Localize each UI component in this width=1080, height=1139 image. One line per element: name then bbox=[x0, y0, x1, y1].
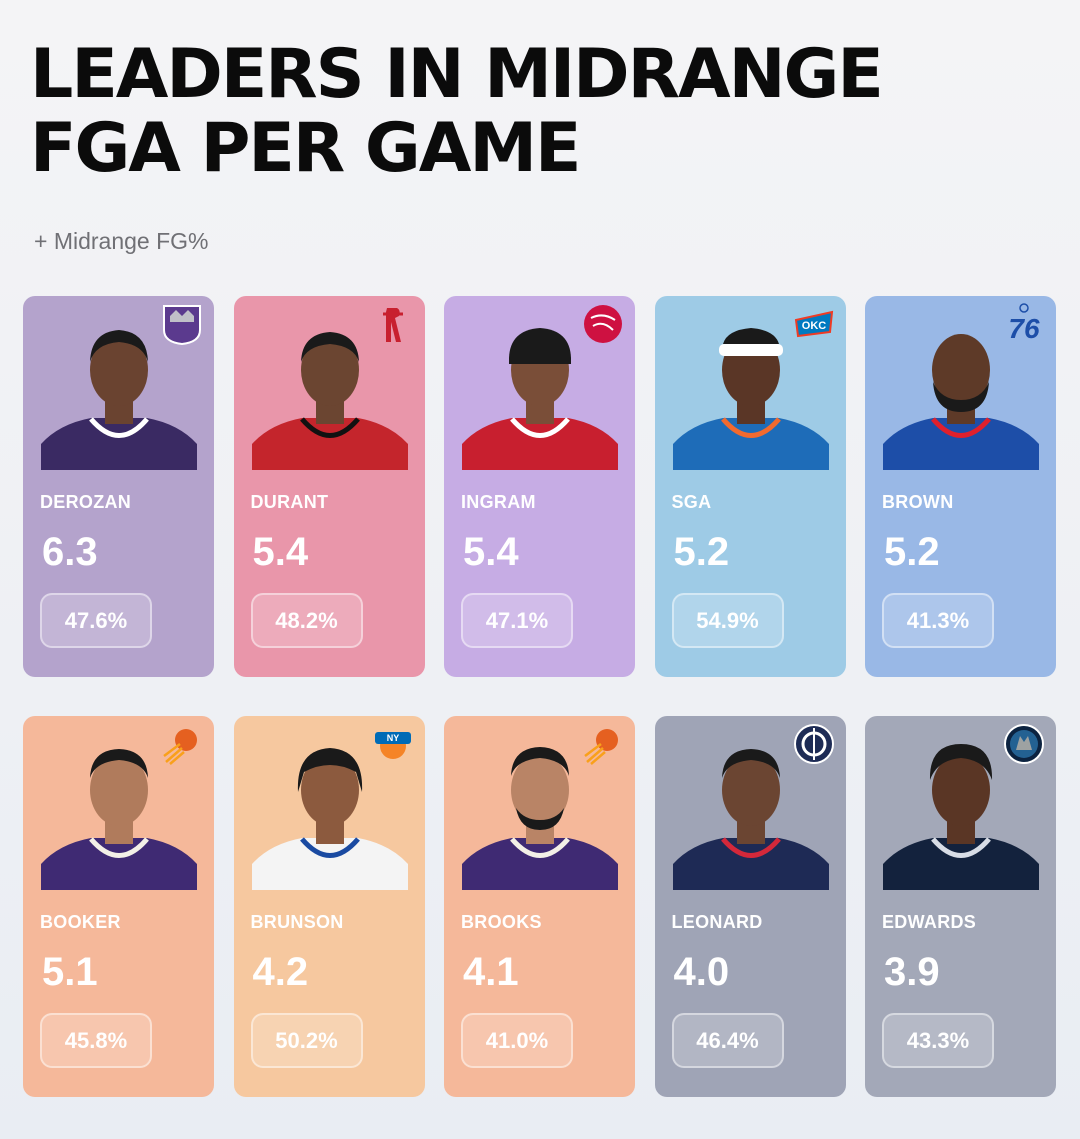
player-photo bbox=[251, 748, 408, 890]
midrange-fga-value: 6.3 bbox=[42, 530, 98, 574]
suns-logo bbox=[163, 729, 197, 765]
midrange-fga-value: 3.9 bbox=[884, 950, 940, 994]
knicks-logo: NY bbox=[374, 732, 411, 759]
page-title: LEADERS IN MIDRANGE FGA PER GAME bbox=[30, 38, 1030, 186]
player-name: LEONARD bbox=[671, 912, 763, 932]
player-card: BOOKER 5.1 45.8% bbox=[23, 716, 214, 1097]
midrange-fg-pct-badge: 47.6% bbox=[40, 593, 152, 648]
player-name: SGA bbox=[671, 492, 712, 512]
rockets-logo bbox=[382, 308, 403, 342]
midrange-fg-pct-badge: 43.3% bbox=[882, 1013, 994, 1068]
player-card: BROOKS 4.1 41.0% bbox=[444, 716, 635, 1097]
sixers-logo: 76 bbox=[1008, 303, 1040, 344]
player-name: BROWN bbox=[882, 492, 954, 512]
player-card: DEROZAN 6.3 47.6% bbox=[23, 296, 214, 677]
midrange-fg-pct-badge: 45.8% bbox=[40, 1013, 152, 1068]
player-card: INGRAM 5.4 47.1% bbox=[444, 296, 635, 677]
player-card: EDWARDS 3.9 43.3% bbox=[865, 716, 1056, 1097]
raptors-logo bbox=[584, 305, 622, 343]
midrange-fga-value: 5.1 bbox=[42, 950, 98, 994]
midrange-fga-value: 4.2 bbox=[252, 950, 309, 994]
player-name: EDWARDS bbox=[882, 912, 977, 932]
clippers-logo bbox=[793, 724, 834, 764]
player-name: BOOKER bbox=[40, 912, 121, 932]
player-name: BROOKS bbox=[461, 912, 542, 932]
midrange-fga-value: 5.4 bbox=[463, 530, 519, 574]
player-card: NY BRUNSON 4.2 50.2% bbox=[233, 716, 425, 1097]
page-subtitle: + Midrange FG% bbox=[34, 228, 209, 254]
timberwolves-logo bbox=[1004, 724, 1044, 764]
player-card: OKC SGA 5.2 54.9% bbox=[654, 296, 846, 677]
player-name: INGRAM bbox=[461, 492, 536, 512]
kings-logo bbox=[163, 305, 201, 346]
svg-text:76: 76 bbox=[1008, 313, 1040, 344]
midrange-fga-value: 5.2 bbox=[673, 530, 730, 574]
midrange-fg-pct-badge: 48.2% bbox=[250, 593, 363, 648]
player-photo bbox=[672, 328, 829, 470]
svg-text:NY: NY bbox=[386, 733, 399, 743]
player-photo bbox=[41, 330, 197, 470]
svg-text:OKC: OKC bbox=[801, 320, 826, 332]
player-photo bbox=[672, 749, 829, 890]
midrange-fg-pct-badge: 54.9% bbox=[671, 593, 784, 648]
player-photo bbox=[883, 744, 1039, 890]
title-line-2: FGA PER GAME bbox=[30, 109, 581, 188]
player-photo bbox=[251, 332, 408, 470]
player-card: LEONARD 4.0 46.4% bbox=[654, 716, 846, 1097]
title-line-1: LEADERS IN MIDRANGE bbox=[30, 35, 884, 114]
player-photo bbox=[462, 328, 618, 470]
midrange-fga-value: 5.4 bbox=[252, 530, 309, 574]
player-grid: DEROZAN 6.3 47.6% DURANT 5.4 48.2% bbox=[23, 296, 1056, 1097]
midrange-fg-pct-badge: 50.2% bbox=[250, 1013, 363, 1068]
midrange-fga-value: 5.2 bbox=[884, 530, 940, 574]
midrange-fg-pct-badge: 41.3% bbox=[882, 593, 994, 648]
player-photo bbox=[41, 749, 197, 890]
suns-logo bbox=[584, 729, 618, 765]
player-name: DEROZAN bbox=[40, 492, 132, 512]
player-card: 76 BROWN 5.2 41.3% bbox=[865, 296, 1056, 677]
player-card: DURANT 5.4 48.2% bbox=[233, 296, 425, 677]
player-photo bbox=[883, 334, 1039, 470]
midrange-fg-pct-badge: 47.1% bbox=[461, 593, 573, 648]
midrange-fg-pct-badge: 46.4% bbox=[671, 1013, 784, 1068]
player-photo bbox=[462, 747, 618, 890]
player-name: BRUNSON bbox=[250, 912, 344, 932]
player-name: DURANT bbox=[250, 492, 329, 512]
midrange-fg-pct-badge: 41.0% bbox=[461, 1013, 573, 1068]
thunder-logo: OKC bbox=[794, 310, 833, 338]
midrange-fga-value: 4.1 bbox=[463, 950, 519, 994]
midrange-fga-value: 4.0 bbox=[673, 950, 730, 994]
